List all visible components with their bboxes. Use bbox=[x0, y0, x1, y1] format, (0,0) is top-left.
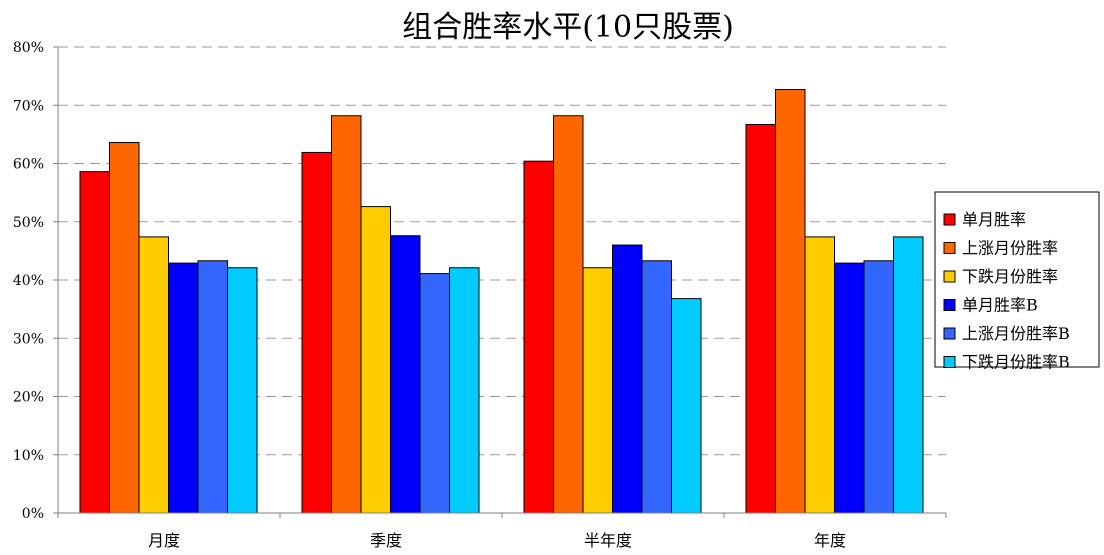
x-category-label: 年度 bbox=[814, 531, 846, 550]
axes bbox=[53, 46, 947, 518]
bar bbox=[612, 244, 643, 514]
bar bbox=[449, 267, 480, 514]
chart-title: 组合胜率水平(10只股票) bbox=[402, 10, 734, 45]
legend-label: 单月胜率 bbox=[962, 210, 1026, 229]
legend-label: 上涨月份胜率B bbox=[962, 324, 1070, 343]
bar bbox=[197, 260, 228, 514]
legend-swatch bbox=[943, 356, 956, 368]
x-category-label: 半年度 bbox=[584, 531, 632, 550]
x-axis-category-labels: 月度 季度 半年度 年度 bbox=[148, 531, 846, 550]
y-tick-label: 50% bbox=[13, 215, 44, 231]
bar bbox=[834, 262, 865, 514]
legend-box bbox=[934, 191, 1100, 368]
bar bbox=[523, 160, 554, 514]
legend-swatch bbox=[943, 270, 956, 283]
bar bbox=[863, 260, 894, 514]
bar bbox=[331, 115, 362, 514]
y-tick-label: 0% bbox=[22, 506, 44, 522]
bar bbox=[301, 151, 332, 514]
legend-swatch bbox=[943, 327, 956, 340]
bar bbox=[671, 298, 702, 514]
bar bbox=[893, 236, 924, 514]
legend-label: 下跌月份胜率B bbox=[962, 353, 1070, 372]
bar bbox=[582, 267, 613, 514]
bar bbox=[79, 171, 110, 514]
bar bbox=[227, 267, 258, 514]
y-tick-label: 40% bbox=[13, 273, 44, 289]
y-tick-label: 60% bbox=[13, 157, 44, 173]
legend-label: 上涨月份胜率 bbox=[962, 239, 1058, 258]
y-tick-label: 10% bbox=[13, 448, 44, 464]
legend-label: 下跌月份胜率 bbox=[962, 267, 1058, 286]
y-tick-label: 20% bbox=[13, 390, 44, 406]
bar bbox=[390, 235, 421, 514]
y-axis-tick-labels: 0% 10% 20% 30% 40% 50% 60% 70% 80% bbox=[13, 40, 44, 522]
bar bbox=[168, 262, 199, 514]
bar bbox=[804, 236, 835, 514]
y-tick-label: 30% bbox=[13, 331, 44, 347]
bar bbox=[553, 115, 584, 514]
legend-swatch bbox=[943, 213, 956, 226]
bar bbox=[419, 273, 450, 514]
legend-swatch bbox=[943, 242, 956, 254]
legend-swatch bbox=[943, 299, 956, 311]
y-tick-label: 70% bbox=[13, 98, 44, 114]
bar bbox=[641, 260, 672, 514]
bar bbox=[138, 236, 169, 514]
bar bbox=[745, 123, 776, 514]
bar bbox=[109, 142, 140, 514]
bar bbox=[775, 89, 806, 514]
legend-label: 单月胜率B bbox=[962, 296, 1038, 315]
bar bbox=[360, 206, 391, 514]
y-tick-label: 80% bbox=[13, 40, 44, 56]
x-category-label: 月度 bbox=[148, 531, 180, 550]
bars bbox=[79, 89, 924, 514]
x-category-label: 季度 bbox=[370, 531, 402, 550]
